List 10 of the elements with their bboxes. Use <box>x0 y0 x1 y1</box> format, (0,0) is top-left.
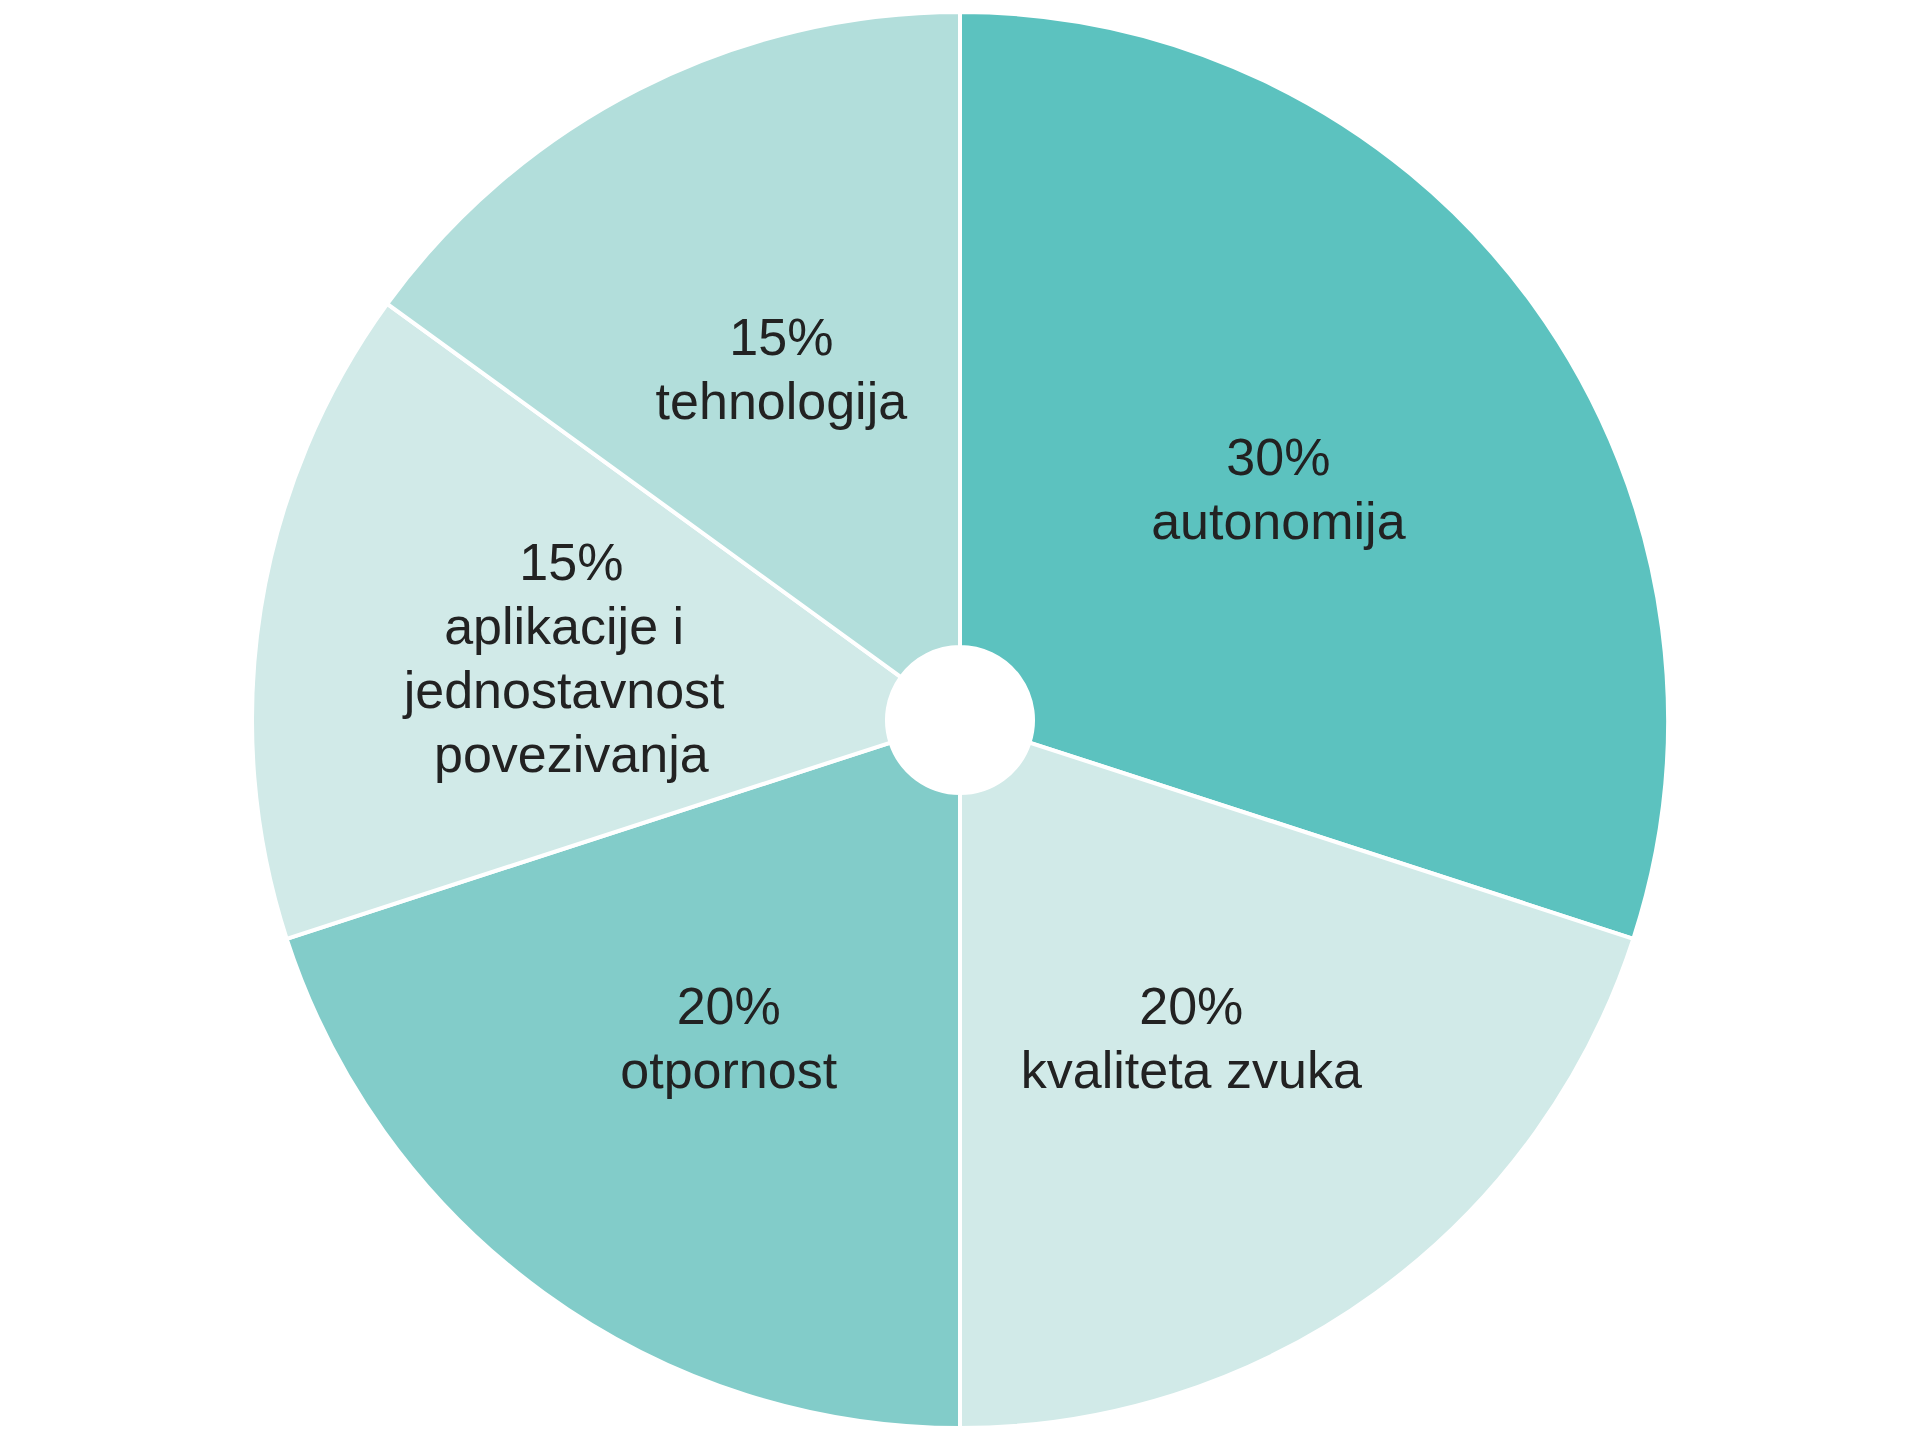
slice-label: aplikacije i jednostavnost povezivanja <box>401 597 740 784</box>
slice-label: autonomija <box>1151 491 1406 550</box>
data-label: 30% <box>1226 427 1331 486</box>
slice-label: otpornost <box>620 1041 838 1100</box>
data-label: 15% <box>519 533 624 592</box>
data-label: 20% <box>676 977 781 1036</box>
data-label: 20% <box>1139 977 1244 1036</box>
slice-label: tehnologija <box>655 372 908 431</box>
data-label: 15% <box>729 308 834 367</box>
slice-label: kvaliteta zvuka <box>1020 1041 1362 1100</box>
